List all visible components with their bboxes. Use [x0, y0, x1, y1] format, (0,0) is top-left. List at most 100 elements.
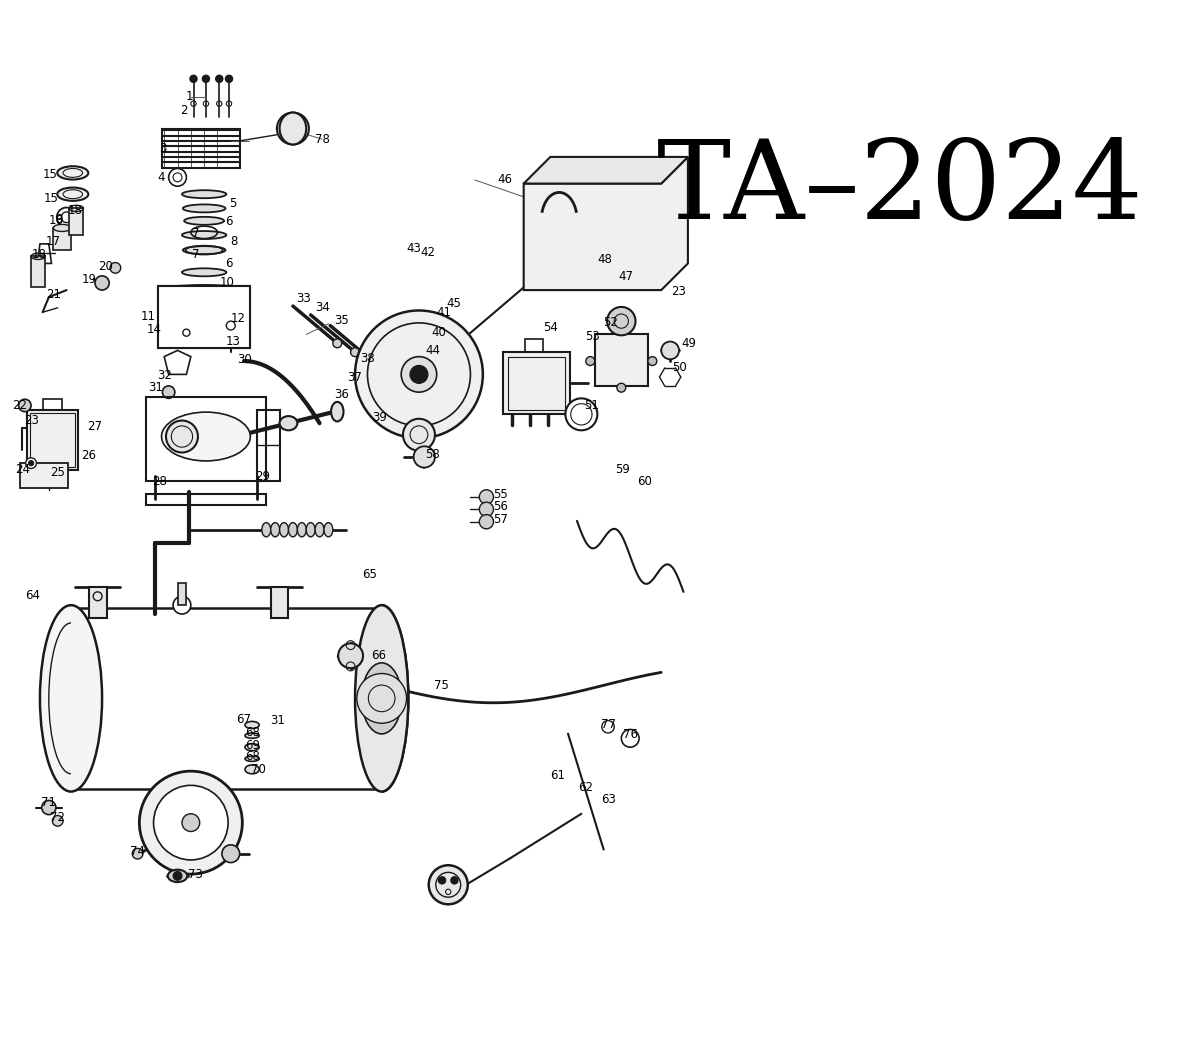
Text: 61: 61 [550, 769, 565, 782]
Circle shape [168, 169, 186, 187]
Circle shape [479, 515, 493, 529]
Text: 5: 5 [229, 197, 236, 210]
Circle shape [338, 644, 363, 668]
Text: 1: 1 [185, 90, 192, 103]
Circle shape [648, 357, 657, 365]
Circle shape [370, 359, 378, 367]
Text: 47: 47 [618, 270, 633, 283]
Text: 36: 36 [334, 388, 349, 401]
Circle shape [110, 263, 121, 273]
Text: 60: 60 [636, 476, 652, 488]
Circle shape [479, 490, 493, 504]
Circle shape [140, 771, 242, 875]
Text: 3: 3 [159, 141, 166, 154]
Ellipse shape [161, 311, 247, 322]
Ellipse shape [279, 416, 297, 430]
Text: 30: 30 [236, 352, 252, 366]
Text: 33: 33 [296, 292, 310, 306]
Text: 6: 6 [226, 257, 233, 270]
Ellipse shape [245, 744, 259, 751]
Bar [147, 397, 266, 481]
Bar [595, 334, 648, 386]
Circle shape [190, 75, 197, 82]
Ellipse shape [271, 522, 279, 537]
Circle shape [226, 75, 233, 82]
Polygon shape [88, 588, 106, 618]
Ellipse shape [324, 522, 333, 537]
Text: 53: 53 [585, 330, 599, 343]
Text: 66: 66 [371, 649, 387, 663]
Ellipse shape [315, 522, 324, 537]
Circle shape [351, 348, 359, 357]
Ellipse shape [181, 268, 227, 276]
Circle shape [166, 421, 198, 453]
Bar [258, 410, 279, 481]
Bar [69, 209, 84, 235]
Ellipse shape [245, 765, 259, 773]
Ellipse shape [158, 285, 251, 295]
Ellipse shape [355, 606, 408, 791]
Text: 46: 46 [498, 173, 512, 187]
Text: 56: 56 [493, 500, 509, 513]
Text: 37: 37 [347, 370, 363, 384]
Ellipse shape [160, 303, 248, 313]
Text: 32: 32 [156, 369, 172, 382]
Text: 55: 55 [493, 487, 507, 501]
Polygon shape [524, 157, 688, 290]
Bar [504, 352, 570, 415]
Text: 63: 63 [602, 793, 616, 806]
Text: 45: 45 [447, 296, 461, 310]
Text: 54: 54 [543, 321, 558, 333]
Polygon shape [524, 157, 688, 184]
Bar [161, 129, 240, 169]
Circle shape [413, 446, 435, 467]
Ellipse shape [168, 869, 187, 882]
Circle shape [154, 785, 228, 860]
Text: 41: 41 [436, 306, 451, 319]
Text: 2: 2 [180, 104, 187, 117]
Bar [54, 228, 70, 250]
Circle shape [617, 383, 626, 392]
Text: 18: 18 [31, 248, 47, 261]
Ellipse shape [306, 522, 315, 537]
Ellipse shape [161, 321, 247, 331]
Text: 68: 68 [246, 727, 260, 740]
Circle shape [621, 729, 639, 747]
Circle shape [586, 357, 595, 365]
Text: TA–2024: TA–2024 [657, 135, 1144, 242]
Text: 70: 70 [251, 763, 266, 775]
Ellipse shape [184, 217, 224, 225]
Circle shape [602, 721, 614, 733]
Text: 10: 10 [220, 276, 235, 289]
Text: 57: 57 [493, 513, 509, 525]
Circle shape [404, 419, 435, 450]
Text: 38: 38 [361, 352, 375, 365]
Circle shape [29, 460, 33, 466]
Ellipse shape [245, 733, 259, 738]
Text: 17: 17 [45, 235, 61, 248]
Ellipse shape [57, 188, 88, 200]
Circle shape [566, 399, 597, 430]
Text: 49: 49 [682, 337, 696, 350]
Text: 58: 58 [425, 447, 439, 461]
Circle shape [181, 813, 199, 831]
Bar [26, 410, 78, 471]
Text: 51: 51 [584, 399, 598, 411]
Bar [158, 286, 251, 348]
Text: 34: 34 [315, 302, 331, 314]
Text: 50: 50 [672, 361, 688, 373]
Text: 35: 35 [334, 313, 349, 327]
Circle shape [401, 357, 437, 392]
Ellipse shape [362, 663, 401, 734]
Text: 42: 42 [420, 246, 436, 260]
Circle shape [607, 307, 635, 335]
Ellipse shape [183, 205, 226, 212]
Circle shape [192, 787, 207, 802]
Text: 21: 21 [45, 288, 61, 301]
Ellipse shape [57, 167, 88, 179]
Bar [147, 494, 266, 505]
Text: 78: 78 [315, 133, 330, 146]
Text: 20: 20 [98, 260, 113, 272]
Text: 14: 14 [147, 323, 162, 335]
Ellipse shape [261, 522, 271, 537]
